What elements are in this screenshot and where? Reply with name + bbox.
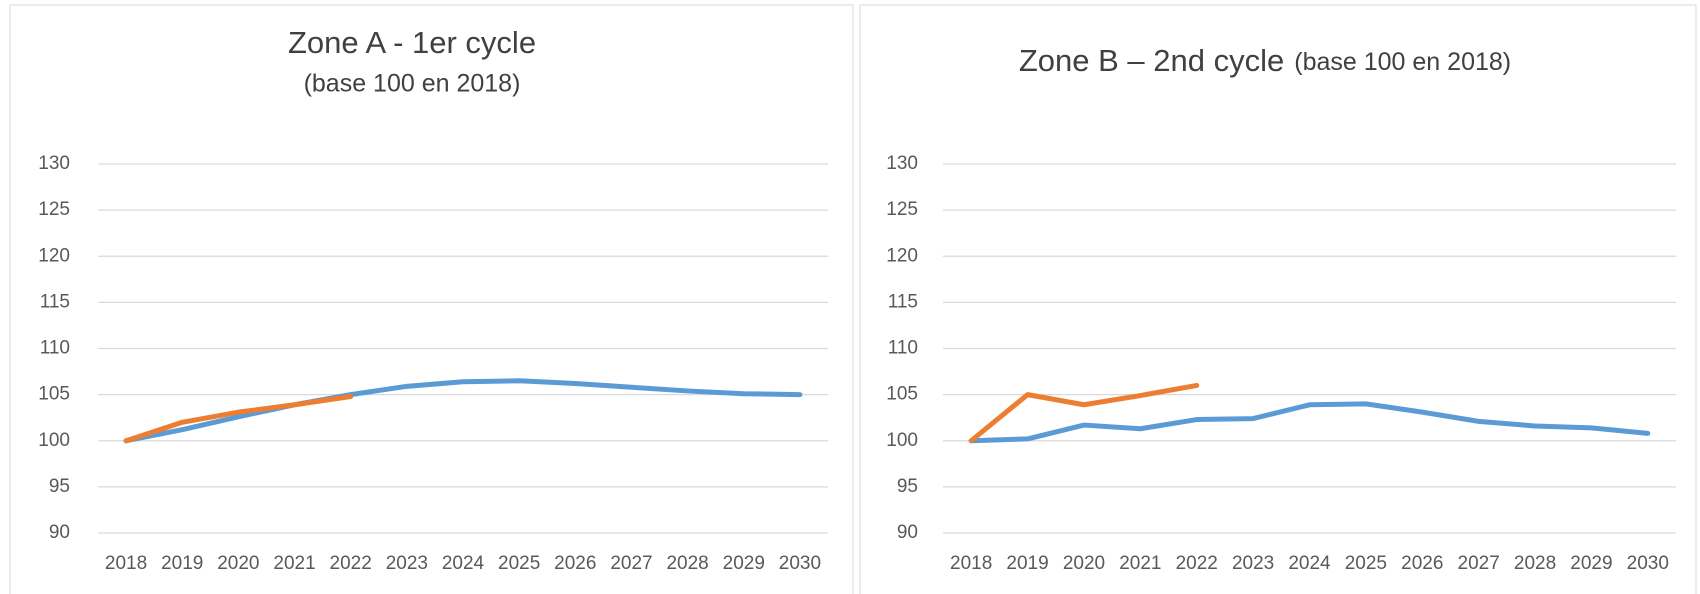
y-tick-label: 120 bbox=[38, 245, 70, 266]
x-tick-label: 2028 bbox=[1514, 553, 1556, 574]
x-tick-label: 2026 bbox=[554, 553, 596, 574]
panel-b bbox=[859, 4, 1697, 594]
series-line bbox=[123, 378, 803, 444]
y-tick-label: 100 bbox=[886, 430, 918, 451]
y-tick-label: 125 bbox=[38, 199, 70, 220]
x-tick-label: 2024 bbox=[442, 553, 485, 574]
x-tick-label: 2023 bbox=[386, 553, 428, 574]
x-tick-label: 2025 bbox=[498, 553, 540, 574]
series-line bbox=[968, 382, 1200, 444]
y-tick-label: 115 bbox=[888, 291, 918, 312]
x-tick-label: 2019 bbox=[161, 553, 203, 574]
x-tick-label: 2027 bbox=[1458, 553, 1500, 574]
title-main: Zone B – 2nd cycle bbox=[1019, 43, 1284, 78]
title-sub: (base 100 en 2018) bbox=[1294, 48, 1511, 76]
y-tick-label: 125 bbox=[886, 199, 918, 220]
series-line bbox=[968, 401, 1651, 444]
y-tick-label: 115 bbox=[40, 291, 70, 312]
y-tick-label: 130 bbox=[886, 153, 918, 174]
y-tick-label: 110 bbox=[40, 338, 70, 359]
x-tick-label: 2019 bbox=[1006, 553, 1048, 574]
x-tick-label: 2018 bbox=[105, 553, 147, 574]
y-tick-label: 130 bbox=[38, 153, 70, 174]
x-tick-label: 2020 bbox=[217, 553, 259, 574]
y-tick-label: 120 bbox=[886, 245, 918, 266]
chart-subtitle: (base 100 en 2018) bbox=[304, 70, 521, 98]
x-tick-label: 2022 bbox=[330, 553, 372, 574]
x-tick-label: 2029 bbox=[723, 553, 765, 574]
chart-title: Zone B – 2nd cycle (base 100 en 2018) bbox=[1019, 43, 1511, 78]
chart-title: Zone A - 1er cycle bbox=[288, 25, 536, 60]
panel-a bbox=[9, 4, 854, 594]
x-tick-label: 2030 bbox=[779, 553, 821, 574]
series-line bbox=[123, 393, 354, 444]
x-tick-label: 2021 bbox=[1119, 553, 1161, 574]
x-tick-label: 2029 bbox=[1570, 553, 1612, 574]
x-tick-label: 2024 bbox=[1288, 553, 1331, 574]
y-tick-label: 105 bbox=[886, 384, 918, 405]
x-tick-label: 2020 bbox=[1063, 553, 1105, 574]
x-tick-label: 2030 bbox=[1627, 553, 1669, 574]
y-tick-label: 110 bbox=[888, 338, 918, 359]
y-tick-label: 95 bbox=[49, 476, 70, 497]
y-tick-label: 105 bbox=[38, 384, 70, 405]
x-tick-label: 2028 bbox=[666, 553, 708, 574]
x-tick-label: 2021 bbox=[273, 553, 315, 574]
x-tick-label: 2018 bbox=[950, 553, 992, 574]
x-tick-label: 2026 bbox=[1401, 553, 1443, 574]
y-tick-label: 90 bbox=[49, 522, 70, 543]
y-tick-label: 90 bbox=[897, 522, 918, 543]
x-tick-label: 2022 bbox=[1176, 553, 1218, 574]
y-tick-label: 100 bbox=[38, 430, 70, 451]
x-tick-label: 2025 bbox=[1345, 553, 1387, 574]
x-tick-label: 2023 bbox=[1232, 553, 1274, 574]
y-tick-label: 95 bbox=[897, 476, 918, 497]
x-tick-label: 2027 bbox=[610, 553, 652, 574]
